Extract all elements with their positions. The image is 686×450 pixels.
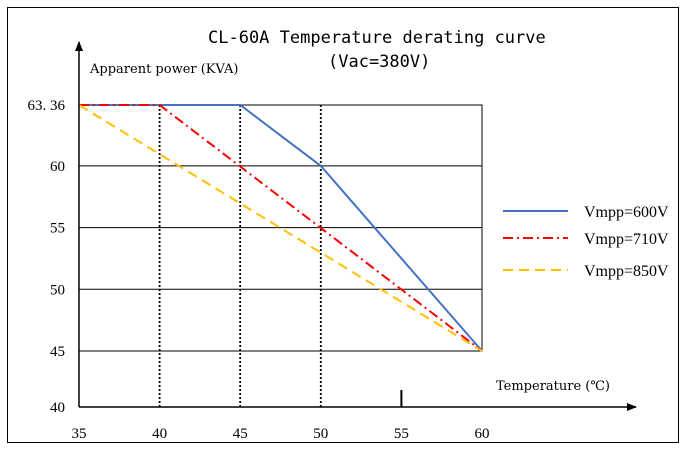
x-tick-label: 55 [394,426,409,442]
y-tick-label: 63. 36 [28,98,66,114]
chart-subtitle: (Vac=380V) [328,52,430,72]
series-line-3 [78,104,483,352]
chart-frame [7,7,679,443]
legend: Vmpp=600V Vmpp=710V Vmpp=850V [503,204,669,280]
series-lines [78,104,483,352]
y-tick-label: 45 [50,344,65,360]
reference-lines [158,105,403,407]
y-tick-label: 40 [50,400,65,416]
y-tick-label: 50 [50,282,65,298]
y-tick-label: 60 [50,159,65,175]
legend-label: Vmpp=710V [584,231,669,248]
y-axis-label: Apparent power (KVA) [89,62,238,77]
x-tick-label: 45 [233,426,248,442]
x-tick-label: 35 [72,426,87,442]
x-axis-label: Temperature (℃) [496,379,610,394]
chart-title: CL-60A Temperature derating curve [208,28,546,48]
x-tick-label: 50 [313,426,328,442]
x-tick-labels: 35 40 45 50 55 60 [72,426,490,442]
x-tick-label: 40 [152,426,167,442]
legend-label: Vmpp=850V [584,263,669,280]
y-tick-label: 55 [50,221,65,237]
series-line-2 [79,104,483,352]
x-tick-label: 60 [475,426,490,442]
y-tick-labels: 40 45 50 55 60 63. 36 [28,98,66,416]
legend-label: Vmpp=600V [584,204,669,221]
